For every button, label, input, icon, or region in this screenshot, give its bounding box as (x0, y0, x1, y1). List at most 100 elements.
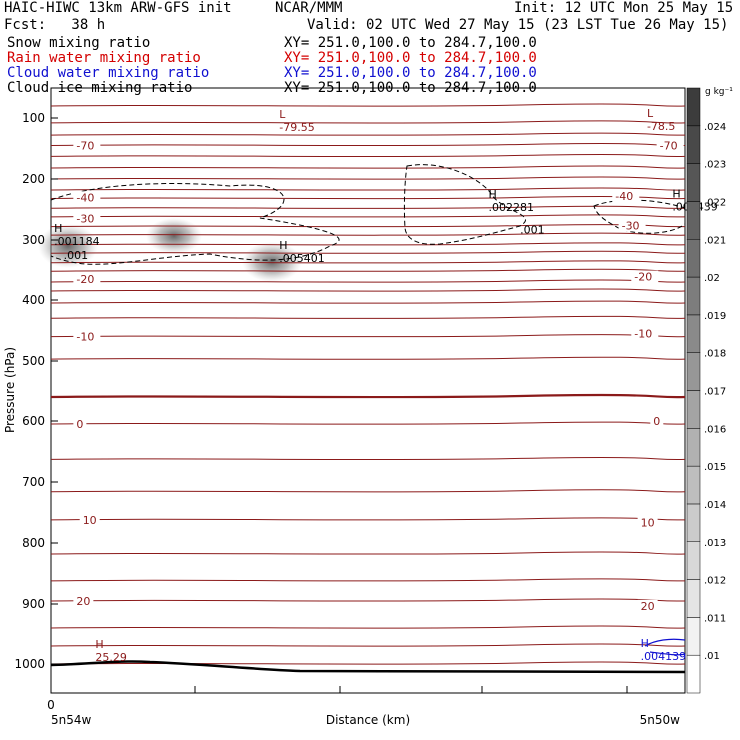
extremum-value-7: .004139 (641, 650, 687, 663)
plot-frame (50, 87, 686, 694)
isotherm-label-4: -30 (76, 213, 94, 226)
forecast-hour: Fcst: 38 h (4, 17, 106, 33)
isotherm-label-bg-1 (656, 139, 684, 152)
isotherm-label-9: -10 (634, 328, 652, 341)
colorbar-swatch-11 (686, 239, 701, 278)
isotherm-label-bg-0 (73, 139, 101, 152)
isotherm-16 (50, 268, 686, 272)
isotherm-label-6: -20 (76, 273, 94, 286)
isotherm-label-bg-9 (631, 327, 659, 340)
y-tick-label-6: 700 (22, 475, 45, 489)
isotherm-label-7: -20 (634, 271, 652, 284)
isotherm-label-bg-13 (637, 516, 658, 529)
colorbar-label-4: .014 (704, 500, 726, 511)
model-title: HAIC-HIWC 13km ARW-GFS init (4, 0, 232, 16)
isotherm-24 (50, 421, 686, 425)
isotherm-5 (50, 165, 686, 169)
extremum-value-6: 25.29 (95, 651, 127, 664)
isotherm-12 (50, 232, 686, 236)
isotherm-label-bg-14 (73, 594, 94, 607)
x-axis-title: Distance (km) (326, 713, 410, 727)
colorbar-swatch-2 (686, 579, 701, 618)
extremum-mark-0: L (279, 108, 286, 121)
colorbar-swatch-13 (686, 163, 701, 202)
colorbar-label-1: .011 (704, 613, 726, 624)
colorbar-label-7: .017 (704, 387, 726, 398)
isotherm-20 (50, 315, 686, 319)
isotherm-3 (50, 142, 686, 147)
isotherm-label-12: 10 (83, 514, 97, 527)
isotherm-0 (50, 103, 686, 107)
isotherm-1 (50, 120, 686, 124)
y-axis-title: Pressure (hPa) (3, 347, 17, 433)
extremum-mark-4: H (488, 188, 496, 201)
extremum-mark-3: H (279, 239, 287, 252)
cloud-ice-contour-west (50, 183, 340, 265)
isotherm-28 (50, 551, 686, 555)
y-tick-label-4: 500 (22, 354, 45, 368)
colorbar-swatch-3 (686, 541, 701, 580)
isotherm-label-bg-10 (73, 418, 87, 431)
isotherm-8 (50, 196, 686, 200)
isotherm-9 (50, 205, 686, 209)
cloud-ice-label-0: .001 (64, 249, 89, 262)
isotherm-label-bg-12 (79, 513, 100, 526)
isotherm-17 (50, 279, 686, 283)
isotherm-29 (50, 578, 686, 582)
isotherm-2 (50, 132, 686, 136)
extremum-mark-1: L (647, 107, 654, 120)
field-xy-snow: XY= 251.0,100.0 to 284.7,100.0 (284, 35, 537, 51)
cloud-ice-contour-mid (403, 164, 527, 245)
isotherm-label-11: 0 (653, 415, 660, 428)
x-endpoint-left: 5n54w (51, 713, 92, 727)
isotherm-11 (50, 224, 686, 228)
isotherm-label-bg-8 (73, 330, 101, 343)
y-tick-label-3: 400 (22, 293, 45, 307)
extremum-value-4: .002281 (488, 201, 533, 214)
cloud-water-contour (644, 638, 686, 656)
isotherm-label-bg-15 (637, 599, 658, 612)
y-tick-label-1: 200 (22, 172, 45, 186)
colorbar-label-2: .012 (704, 576, 726, 587)
isotherm-label-bg-3 (612, 190, 640, 203)
isotherm-31 (50, 625, 686, 629)
isotherm-26 (50, 489, 686, 493)
field-name-rain: Rain water mixing ratio (7, 50, 201, 66)
y-tick-label-7: 800 (22, 536, 45, 550)
isotherm-23 (50, 393, 686, 399)
isotherm-label-bg-2 (73, 191, 101, 204)
isotherm-22 (50, 356, 686, 360)
colorbar-swatch-6 (686, 428, 701, 467)
init-time: Init: 12 UTC Mon 25 May 15 (514, 0, 734, 16)
field-xy-rain: XY= 251.0,100.0 to 284.7,100.0 (284, 50, 537, 66)
y-tick-label-2: 300 (22, 233, 45, 247)
organization-label: NCAR/MMM (275, 0, 343, 16)
isotherm-4 (50, 153, 686, 158)
colorbar-swatch-9 (686, 314, 701, 353)
colorbar-label-13: .023 (704, 160, 726, 171)
colorbar-label-6: .016 (704, 424, 726, 435)
snow-area-2 (146, 218, 202, 254)
x-endpoint-right: 5n50w (640, 713, 681, 727)
y-tick-label-9: 1000 (14, 657, 45, 671)
x-tick-label-0: 0 (47, 698, 55, 712)
colorbar-swatch-15 (686, 87, 701, 127)
temperature-isotherms (50, 103, 686, 665)
isotherm-label-3: -40 (615, 190, 633, 203)
isotherm-label-bg-5 (618, 219, 646, 232)
snow-area-3 (242, 242, 302, 282)
isotherm-15 (50, 260, 686, 264)
colorbar-unit: g kg⁻¹ (705, 87, 733, 97)
isotherm-label-bg-7 (631, 270, 659, 283)
isotherm-18 (50, 288, 686, 292)
chart-annotations: -70 -70 -40 -40 -30 -30 -20 -20 -10 -10 0 0 10 10 20 20… (54, 107, 718, 664)
isotherm-label-0: -70 (76, 139, 94, 152)
isotherm-label-bg-6 (73, 273, 101, 285)
colorbar-label-8: .018 (704, 349, 726, 360)
valid-time: Valid: 02 UTC Wed 27 May 15 (23 LST Tue … (307, 17, 729, 33)
isotherm-label-bg-4 (73, 212, 101, 225)
cloud-ice-label-1: .001 (520, 224, 545, 237)
isotherm-6 (50, 176, 686, 180)
colorbar-swatch-7 (686, 390, 701, 429)
